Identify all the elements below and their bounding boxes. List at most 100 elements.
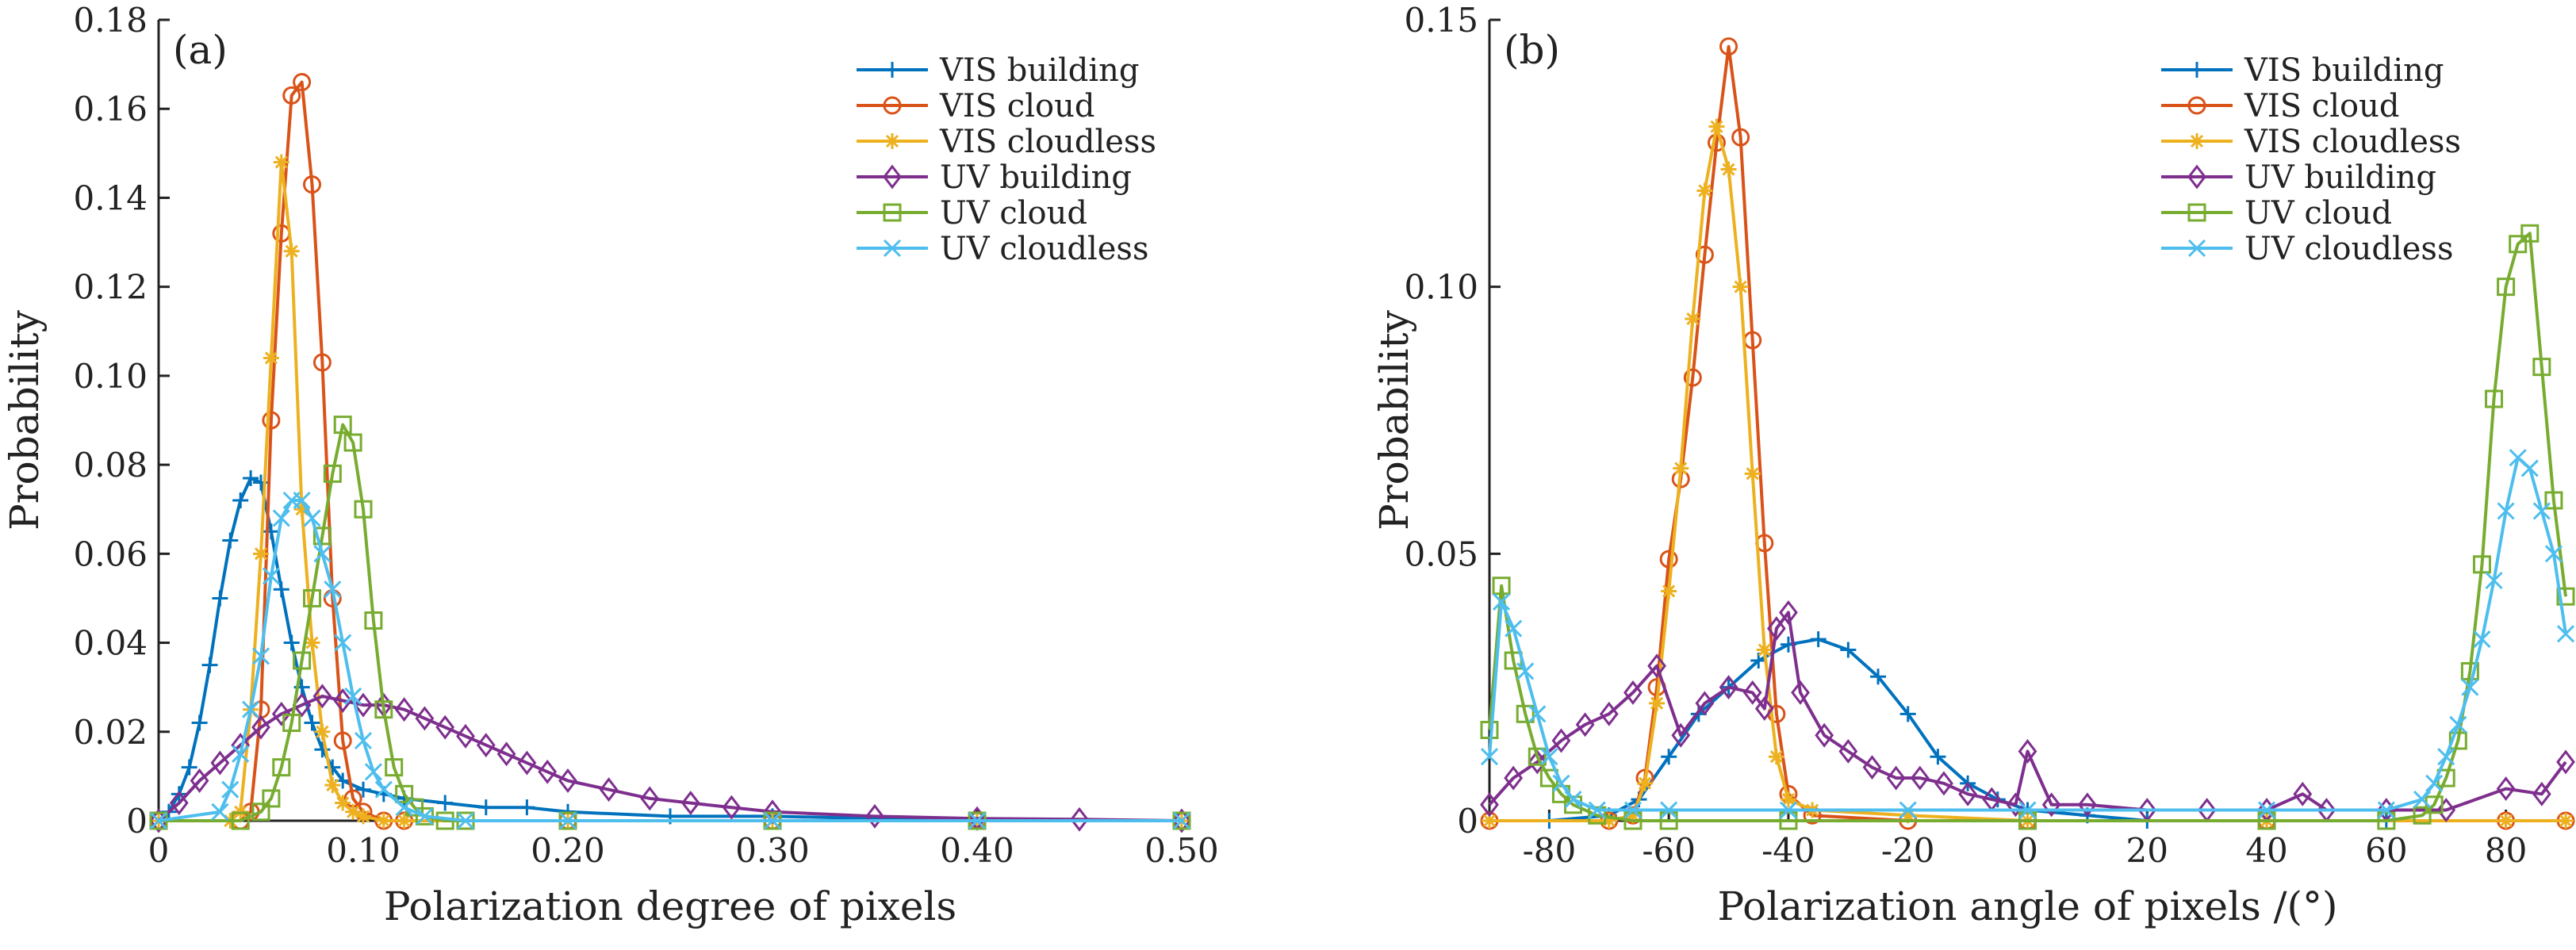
data-point bbox=[1671, 722, 1691, 748]
data-point bbox=[2520, 224, 2540, 243]
data-point bbox=[396, 813, 412, 829]
data-point bbox=[1720, 161, 1737, 178]
legend-entry: UV cloudless bbox=[2161, 231, 2453, 267]
legend-entry: VIS cloudless bbox=[2161, 124, 2461, 160]
legend-marker bbox=[2187, 164, 2206, 190]
series-line bbox=[1489, 124, 2566, 822]
data-point bbox=[272, 758, 291, 777]
data-point bbox=[2497, 502, 2515, 520]
data-point bbox=[1552, 774, 1570, 792]
data-point bbox=[2436, 798, 2456, 822]
data-point bbox=[1564, 791, 1582, 809]
data-point bbox=[1637, 775, 1654, 791]
data-point bbox=[1708, 118, 1725, 135]
data-point bbox=[1492, 577, 1511, 596]
data-point bbox=[2006, 792, 2026, 818]
data-point bbox=[680, 791, 700, 816]
data-point bbox=[262, 411, 281, 430]
data-point bbox=[395, 784, 414, 803]
data-point bbox=[1683, 368, 1702, 387]
data-point bbox=[2018, 801, 2037, 819]
x-tick-label: -80 bbox=[1523, 831, 1577, 870]
data-point bbox=[1766, 616, 1786, 642]
data-point bbox=[1600, 813, 1617, 829]
data-point bbox=[149, 811, 168, 830]
data-point bbox=[312, 353, 332, 372]
legend-entry: UV building bbox=[857, 159, 1132, 196]
data-point bbox=[1810, 631, 1827, 648]
data-point bbox=[1505, 619, 1523, 638]
series-uv-cloudless bbox=[1480, 449, 2575, 819]
data-point bbox=[314, 741, 331, 758]
data-point bbox=[1673, 460, 1689, 477]
data-point bbox=[313, 545, 332, 563]
legend-label: VIS cloud bbox=[2244, 88, 2399, 124]
data-point bbox=[2293, 781, 2313, 806]
legend-marker bbox=[883, 96, 902, 115]
data-point bbox=[1661, 749, 1677, 765]
legend-label: UV building bbox=[940, 159, 1132, 196]
data-point bbox=[243, 469, 259, 486]
data-point bbox=[263, 350, 279, 366]
data-point bbox=[343, 433, 362, 452]
data-point bbox=[191, 714, 208, 731]
data-point bbox=[333, 416, 352, 435]
data-point bbox=[2532, 358, 2551, 377]
legend-entry: UV cloudless bbox=[857, 231, 1148, 267]
data-point bbox=[303, 588, 321, 607]
data-point bbox=[2472, 555, 2491, 574]
y-tick-label: 0.18 bbox=[73, 1, 148, 40]
data-point bbox=[283, 634, 300, 651]
data-point bbox=[2496, 776, 2516, 802]
data-point bbox=[1840, 642, 1857, 658]
data-point bbox=[1588, 806, 1607, 825]
data-point bbox=[374, 780, 393, 799]
series-line bbox=[157, 694, 1183, 822]
data-point bbox=[1588, 801, 1606, 819]
y-tick-label: 0.06 bbox=[73, 534, 148, 573]
series-uv-building bbox=[1480, 599, 2575, 822]
data-point bbox=[1886, 765, 1906, 791]
data-point bbox=[364, 611, 383, 630]
data-point bbox=[375, 813, 392, 829]
y-tick-label: 0.02 bbox=[73, 713, 148, 752]
data-point bbox=[2437, 748, 2455, 766]
data-point bbox=[1623, 811, 1643, 830]
data-point bbox=[232, 492, 249, 508]
data-point bbox=[210, 750, 230, 776]
data-point bbox=[1719, 37, 1738, 56]
data-point bbox=[1528, 747, 1547, 766]
data-point bbox=[271, 701, 291, 726]
series-line bbox=[1488, 232, 2567, 822]
series-uv-cloud bbox=[149, 416, 1191, 830]
data-point bbox=[1623, 680, 1643, 705]
x-tick-label: 0.10 bbox=[326, 831, 401, 870]
legend-entry: UV building bbox=[2161, 159, 2436, 196]
data-point bbox=[314, 723, 331, 740]
data-point bbox=[1660, 801, 1678, 819]
data-point bbox=[1685, 311, 1701, 328]
x-tick-label: 0.20 bbox=[531, 831, 605, 870]
data-point bbox=[1750, 653, 1767, 668]
data-point bbox=[1551, 728, 1571, 753]
data-point bbox=[2377, 811, 2396, 830]
legend-entry: VIS cloudless bbox=[857, 124, 1156, 160]
data-point bbox=[293, 501, 310, 518]
data-point bbox=[304, 714, 320, 731]
data-point bbox=[323, 464, 342, 483]
data-point bbox=[242, 700, 260, 718]
data-point bbox=[334, 634, 352, 652]
y-tick-label: 0.12 bbox=[73, 268, 148, 307]
data-point bbox=[293, 491, 311, 510]
legend-entry: UV cloud bbox=[2161, 195, 2392, 232]
data-point bbox=[2544, 491, 2563, 510]
data-point bbox=[2497, 278, 2516, 297]
data-point bbox=[558, 811, 577, 830]
data-point bbox=[1899, 801, 1917, 819]
x-axis-title: Polarization degree of pixels bbox=[384, 883, 956, 929]
legend-marker bbox=[883, 164, 902, 190]
data-point bbox=[1516, 662, 1535, 680]
legend-label: UV cloudless bbox=[2244, 231, 2453, 267]
panel-label: (b) bbox=[1504, 27, 1560, 73]
